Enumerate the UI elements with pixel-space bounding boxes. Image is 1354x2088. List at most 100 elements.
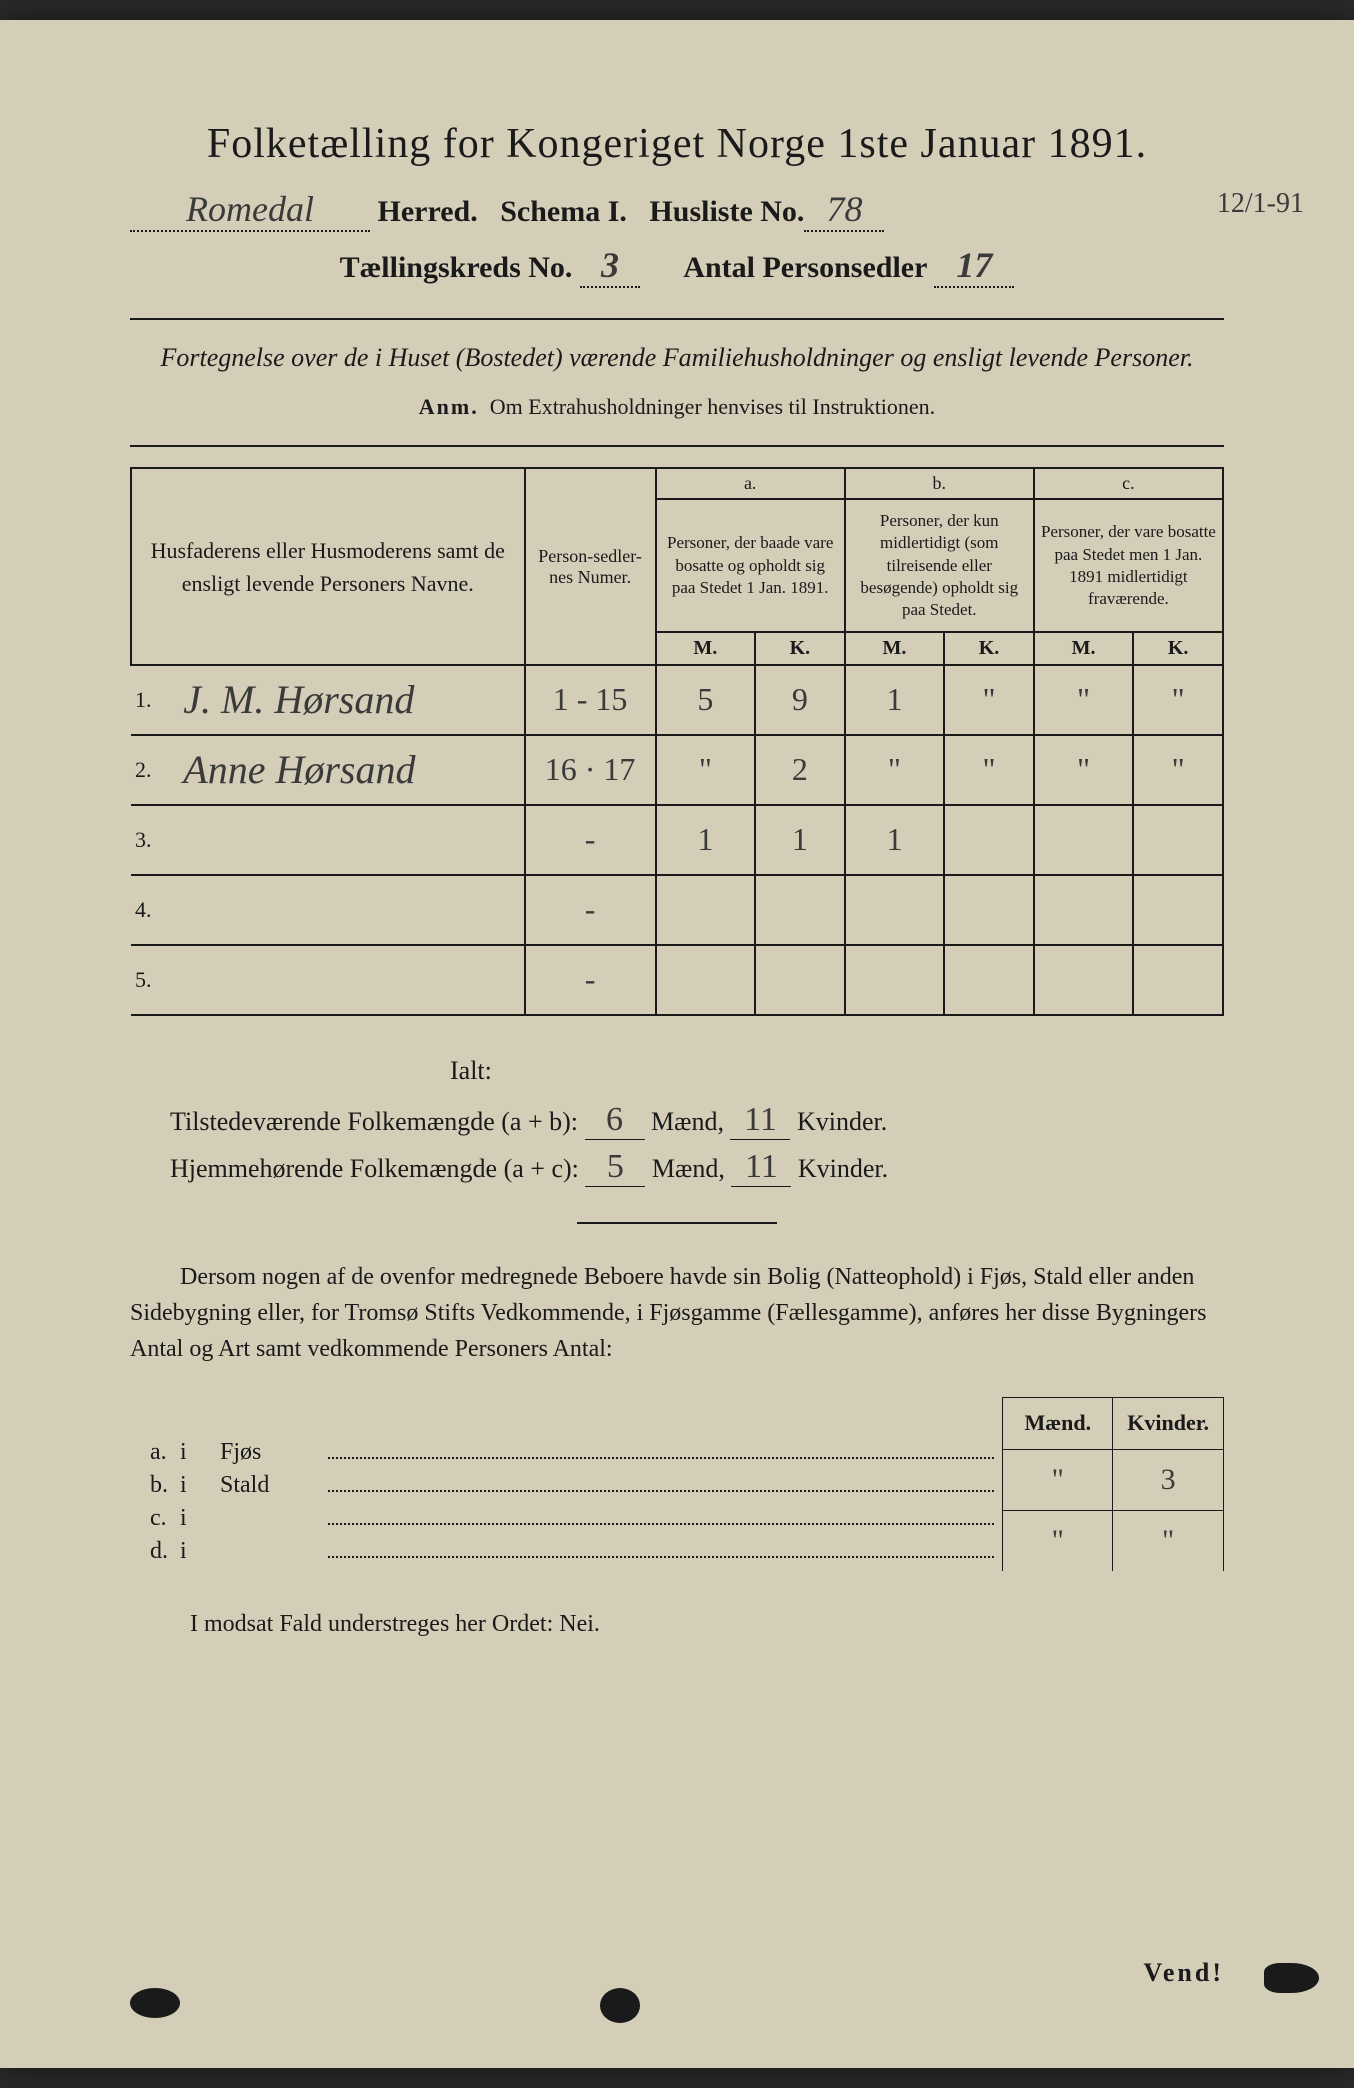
page-damage: [1264, 1963, 1319, 1993]
row-ck: [1133, 805, 1223, 875]
home-k-value: 11: [731, 1148, 791, 1187]
husliste-value: 78: [804, 188, 884, 232]
short-divider: [577, 1222, 777, 1224]
row-bk: [944, 805, 1034, 875]
row-cm: [1034, 875, 1133, 945]
col-b-k: K.: [944, 632, 1034, 665]
building-lbl: b.: [130, 1472, 180, 1499]
row-num: 1.: [131, 665, 173, 735]
building-row: a. i Fjøs: [130, 1439, 1002, 1466]
header-line-kreds: Tællingskreds No. 3 Antal Personsedler 1…: [130, 244, 1224, 288]
row-cm: [1034, 945, 1133, 1015]
building-k: 3: [1113, 1449, 1224, 1510]
vend-label: Vend!: [1143, 1958, 1224, 1988]
anm-text: Om Extrahusholdninger henvises til Instr…: [490, 394, 935, 419]
table-row: 1. J. M. Hørsand 1 - 15 5 9 1 " " ": [131, 665, 1223, 735]
table-row: 2. Anne Hørsand 16 · 17 " 2 " " " ": [131, 735, 1223, 805]
row-am: ": [656, 735, 755, 805]
row-name: [173, 805, 524, 875]
row-ak: [755, 875, 845, 945]
building-lbl: c.: [130, 1505, 180, 1532]
building-dots: [328, 1540, 994, 1558]
antal-label: Antal Personsedler: [683, 251, 927, 284]
building-type: Stald: [220, 1472, 320, 1499]
col-c-k: K.: [1133, 632, 1223, 665]
household-table: Husfaderens eller Husmoderens samt de en…: [130, 467, 1224, 1015]
row-ak: 2: [755, 735, 845, 805]
maend-label: Mænd,: [652, 1154, 725, 1183]
row-numer: -: [525, 805, 656, 875]
col-header-b-label: b.: [845, 468, 1034, 499]
header-line-herred: Romedal Herred. Schema I. Husliste No. 7…: [130, 188, 1224, 232]
nei-text: I modsat Fald understreges her Ordet: Ne…: [130, 1611, 1224, 1638]
row-bm: [845, 875, 944, 945]
form-subtitle: Fortegnelse over de i Huset (Bostedet) v…: [130, 340, 1224, 376]
row-bm: ": [845, 735, 944, 805]
building-row: d. i: [130, 1538, 1002, 1565]
row-bk: [944, 945, 1034, 1015]
kreds-value: 3: [580, 244, 640, 288]
building-header-k: Kvinder.: [1113, 1397, 1224, 1449]
row-name: [173, 945, 524, 1015]
present-label: Tilstedeværende Folkemængde (a + b):: [170, 1107, 578, 1136]
divider-mid: [130, 445, 1224, 447]
maend-label: Mænd,: [651, 1107, 724, 1136]
row-ak: 1: [755, 805, 845, 875]
col-header-b: Personer, der kun midlertidigt (som tilr…: [845, 499, 1034, 631]
row-name: [173, 875, 524, 945]
row-am: [656, 945, 755, 1015]
col-header-a: Personer, der baade vare bosatte og opho…: [656, 499, 845, 631]
building-m: ": [1003, 1449, 1113, 1510]
col-header-c: Personer, der vare bosatte paa Stedet me…: [1034, 499, 1223, 631]
row-num: 5.: [131, 945, 173, 1015]
herred-label: Herred.: [370, 195, 500, 229]
row-ak: [755, 945, 845, 1015]
building-i: i: [180, 1505, 220, 1532]
row-bk: ": [944, 735, 1034, 805]
building-k: ": [1113, 1510, 1224, 1570]
date-annotation: 12/1-91: [1217, 188, 1304, 220]
row-cm: [1034, 805, 1133, 875]
row-num: 3.: [131, 805, 173, 875]
row-cm: ": [1034, 665, 1133, 735]
row-bm: [845, 945, 944, 1015]
col-header-a-label: a.: [656, 468, 845, 499]
row-cm: ": [1034, 735, 1133, 805]
row-bm: 1: [845, 805, 944, 875]
building-i: i: [180, 1538, 220, 1565]
row-bm: 1: [845, 665, 944, 735]
anm-label: Anm.: [419, 394, 479, 419]
row-am: 1: [656, 805, 755, 875]
building-m: ": [1003, 1510, 1113, 1570]
kvinder-label: Kvinder.: [798, 1154, 888, 1183]
totals-home: Hjemmehørende Folkemængde (a + c): 5 Mæn…: [130, 1148, 1224, 1187]
row-num: 2.: [131, 735, 173, 805]
col-header-c-label: c.: [1034, 468, 1223, 499]
row-bk: [944, 875, 1034, 945]
building-row: c. i: [130, 1505, 1002, 1532]
row-am: [656, 875, 755, 945]
ialt-label: Ialt:: [450, 1056, 1224, 1086]
row-ck: [1133, 945, 1223, 1015]
totals-present: Tilstedeværende Folkemængde (a + b): 6 M…: [130, 1101, 1224, 1140]
herred-value: Romedal: [130, 188, 370, 232]
col-header-names: Husfaderens eller Husmoderens samt de en…: [131, 468, 525, 664]
col-a-m: M.: [656, 632, 755, 665]
kvinder-label: Kvinder.: [797, 1107, 887, 1136]
home-label: Hjemmehørende Folkemængde (a + c):: [170, 1154, 579, 1183]
table-row: 4. -: [131, 875, 1223, 945]
row-ck: ": [1133, 735, 1223, 805]
census-form-page: Folketælling for Kongeriget Norge 1ste J…: [0, 20, 1354, 2068]
building-type: Fjøs: [220, 1439, 320, 1466]
schema-label: Schema I.: [500, 195, 649, 229]
divider-top: [130, 318, 1224, 320]
row-numer: 16 · 17: [525, 735, 656, 805]
present-m-value: 6: [585, 1101, 645, 1140]
row-numer: 1 - 15: [525, 665, 656, 735]
col-a-k: K.: [755, 632, 845, 665]
row-numer: -: [525, 945, 656, 1015]
building-list: a. i Fjøs b. i Stald c. i d. i: [130, 1397, 1002, 1571]
row-num: 4.: [131, 875, 173, 945]
form-title: Folketælling for Kongeriget Norge 1ste J…: [130, 120, 1224, 168]
building-paragraph: Dersom nogen af de ovenfor medregnede Be…: [130, 1259, 1224, 1367]
